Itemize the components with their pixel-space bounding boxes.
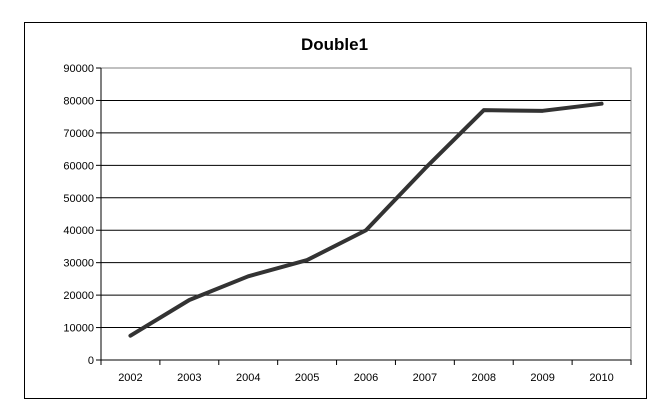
y-tick-label: 10000	[63, 323, 94, 335]
x-tick-label: 2009	[530, 372, 554, 384]
y-tick-label: 90000	[63, 63, 94, 75]
x-tick-label: 2010	[589, 372, 613, 384]
y-tick-label: 20000	[63, 290, 94, 302]
y-axis: 0 10000 20000 30000 40000 50000 60000 70000 8000…	[63, 63, 102, 367]
y-tick-label: 80000	[63, 95, 94, 107]
y-tick-label: 30000	[63, 258, 94, 270]
y-tick-label: 70000	[63, 128, 94, 140]
y-tick-label: 0	[88, 355, 94, 367]
y-tick-label: 50000	[63, 193, 94, 205]
x-tick-label: 2002	[118, 372, 142, 384]
x-tick-label: 2007	[413, 372, 437, 384]
x-tick-label: 2004	[236, 372, 260, 384]
gridlines	[101, 99, 631, 329]
x-tick-label: 2003	[177, 372, 201, 384]
y-tick-label: 40000	[63, 225, 94, 237]
chart-title: Double1	[300, 35, 369, 54]
chart-frame	[24, 22, 647, 399]
x-tick-label: 2008	[472, 372, 496, 384]
plot-area	[100, 67, 632, 361]
x-tick-label: 2005	[295, 372, 319, 384]
x-tick-label: 2006	[354, 372, 378, 384]
series-line	[128, 101, 604, 338]
x-axis: 2002 2003 2004 2005 2006 2007 2008 2009 2010	[100, 359, 632, 384]
y-tick-label: 60000	[63, 160, 94, 172]
